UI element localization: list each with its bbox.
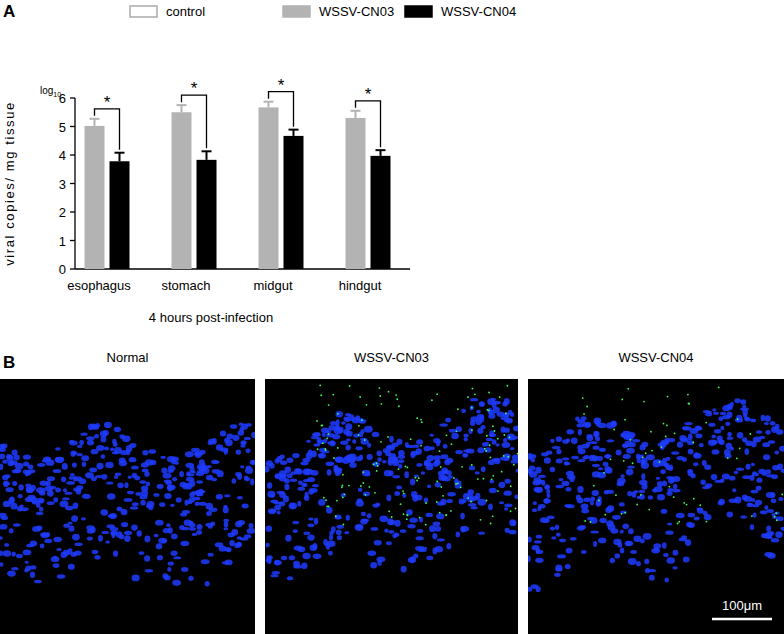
image-title: Normal bbox=[107, 350, 149, 365]
legend-swatch bbox=[130, 6, 157, 17]
error-bar bbox=[264, 102, 274, 108]
significance-bracket bbox=[356, 101, 381, 147]
scale-bar bbox=[712, 618, 772, 621]
x-tick-label: stomach bbox=[161, 278, 210, 293]
y-tick-label: 1 bbox=[59, 234, 66, 249]
bar bbox=[110, 161, 130, 269]
bar bbox=[346, 118, 366, 269]
legend-swatch bbox=[405, 6, 432, 17]
micrograph bbox=[528, 379, 784, 634]
legend-label: WSSV-CN03 bbox=[319, 4, 394, 19]
y-tick bbox=[70, 97, 75, 98]
micrograph bbox=[265, 379, 518, 634]
y-tick-label: 4 bbox=[59, 148, 66, 163]
significance-bracket bbox=[182, 95, 207, 148]
bars bbox=[85, 102, 391, 269]
panel-label: B bbox=[3, 353, 15, 372]
x-tick-label: midgut bbox=[253, 278, 292, 293]
bar bbox=[85, 126, 105, 269]
image-title: WSSV-CN03 bbox=[354, 350, 429, 365]
image-title: WSSV-CN04 bbox=[618, 350, 693, 365]
error-bar bbox=[202, 151, 212, 160]
significance-label: * bbox=[278, 76, 285, 95]
panel-label: A bbox=[3, 2, 15, 21]
error-bar bbox=[351, 111, 361, 118]
y-unit-base: log bbox=[40, 85, 53, 96]
significance-bracket bbox=[95, 109, 120, 150]
x-tick-label: hindgut bbox=[339, 278, 382, 293]
significance-bracket bbox=[269, 92, 294, 127]
x-tick-label: esophagus bbox=[67, 278, 131, 293]
bar bbox=[197, 160, 217, 269]
y-tick-label: 2 bbox=[59, 205, 66, 220]
figure: AcontrolWSSV-CN03WSSV-CN04log100123456vi… bbox=[0, 0, 784, 634]
micrograph bbox=[0, 379, 255, 634]
y-tick bbox=[70, 183, 75, 184]
error-bar bbox=[90, 119, 100, 126]
y-tick-label: 0 bbox=[59, 262, 66, 277]
y-tick-label: 6 bbox=[59, 91, 66, 106]
error-bar bbox=[289, 130, 299, 136]
y-tick bbox=[70, 268, 75, 269]
bar bbox=[172, 112, 192, 269]
y-tick bbox=[70, 126, 75, 127]
error-bar bbox=[177, 105, 187, 112]
significance-label: * bbox=[191, 79, 198, 98]
legend-swatch bbox=[283, 6, 310, 17]
bar bbox=[259, 107, 279, 269]
x-axis-label: 4 hours post-infection bbox=[149, 310, 273, 325]
y-tick bbox=[70, 240, 75, 241]
significance-label: * bbox=[104, 93, 111, 112]
significance-label: * bbox=[365, 85, 372, 104]
scale-bar-label: 100μm bbox=[722, 598, 762, 613]
error-bar bbox=[376, 150, 386, 156]
y-tick bbox=[70, 211, 75, 212]
bar bbox=[371, 156, 391, 269]
y-axis-label: viral copies/ mg tissue bbox=[2, 101, 17, 266]
bar bbox=[284, 136, 304, 269]
legend-label: control bbox=[166, 4, 205, 19]
error-bar bbox=[115, 153, 125, 162]
legend-label: WSSV-CN04 bbox=[441, 4, 516, 19]
y-tick bbox=[70, 154, 75, 155]
y-tick-label: 3 bbox=[59, 177, 66, 192]
y-tick-label: 5 bbox=[59, 120, 66, 135]
